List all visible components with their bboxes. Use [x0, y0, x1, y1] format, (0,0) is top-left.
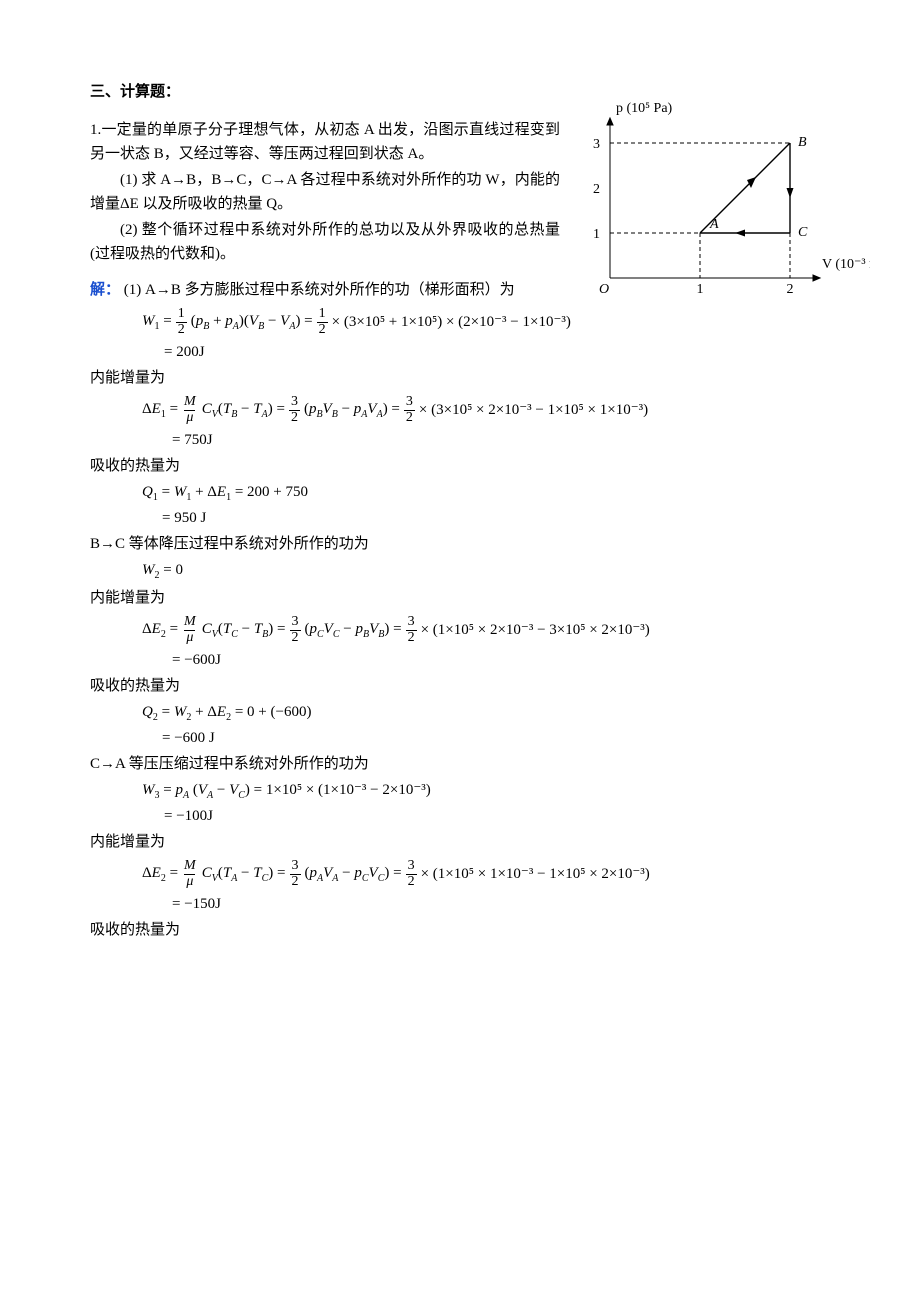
sol1-head: (1) A→B 多方膨胀过程中系统对外所作的功（梯形面积）为 — [124, 282, 515, 298]
label-q3: 吸收的热量为 — [90, 918, 830, 942]
pt-A: A — [709, 217, 719, 232]
eq-w3: W3 = pA (VA − VC) = 1×10⁵ × (1×10⁻³ − 2×… — [142, 778, 830, 828]
pt-B: B — [798, 135, 807, 150]
eq-q2: Q2 = W2 + ΔE2 = 0 + (−600) = −600 J — [142, 700, 830, 750]
de3-calc: × (1×10⁵ × 1×10⁻³ − 1×10⁵ × 2×10⁻³) — [421, 862, 650, 886]
y-axis-label: p (10⁵ Pa) — [616, 101, 673, 116]
x-axis-label: V (10⁻³ m³) — [822, 257, 870, 272]
xtick-1: 1 — [697, 282, 704, 297]
ca-head: C→A 等压压缩过程中系统对外所作的功为 — [90, 752, 830, 776]
label-q1: 吸收的热量为 — [90, 454, 830, 478]
de3-result: = −150J — [172, 892, 221, 916]
problem-q1: (1) 求 A→B，B→C，C→A 各过程中系统对外所作的功 W，内能的增量ΔE… — [90, 168, 560, 216]
problem-text: 1.一定量的单原子分子理想气体，从初态 A 出发，沿图示直线过程变到另一状态 B… — [90, 118, 560, 266]
label-q2: 吸收的热量为 — [90, 674, 830, 698]
solution-label: 解： — [90, 282, 120, 298]
w1-calc: × (3×10⁵ + 1×10⁵) × (2×10⁻³ − 1×10⁻³) — [332, 310, 571, 334]
ytick-3: 3 — [593, 137, 600, 152]
eq-de1: ΔE1 = Mμ CV(TB − TA) = 32 (pBVB − pAVA) … — [142, 392, 830, 452]
ytick-1: 1 — [593, 227, 600, 242]
de2-result: = −600J — [172, 648, 221, 672]
pv-graph: 1 2 3 1 2 A B C O p (10⁵ Pa) V (10⁻³ m³) — [570, 98, 870, 326]
w3-result: = −100J — [164, 804, 213, 828]
w1-result: = 200J — [164, 340, 205, 364]
de1-result: = 750J — [172, 428, 213, 452]
xtick-2: 2 — [787, 282, 794, 297]
ytick-2: 2 — [593, 182, 600, 197]
label-de3: 内能增量为 — [90, 830, 830, 854]
pt-C: C — [798, 225, 808, 240]
solution: 解： (1) A→B 多方膨胀过程中系统对外所作的功（梯形面积）为 W1 = 1… — [90, 278, 830, 942]
eq-de3: ΔE2 = Mμ CV(TA − TC) = 32 (pAVA − pCVC) … — [142, 856, 830, 916]
bc-head: B→C 等体降压过程中系统对外所作的功为 — [90, 532, 830, 556]
de2-calc: × (1×10⁵ × 2×10⁻³ − 3×10⁵ × 2×10⁻³) — [421, 618, 650, 642]
de1-calc: × (3×10⁵ × 2×10⁻³ − 1×10⁵ × 1×10⁻³) — [419, 398, 648, 422]
q1-result: = 950 J — [162, 506, 206, 530]
q2-result: = −600 J — [162, 726, 215, 750]
eq-q1: Q1 = W1 + ΔE1 = 200 + 750 = 950 J — [142, 480, 830, 530]
eq-de2: ΔE2 = Mμ CV(TC − TB) = 32 (pCVC − pBVB) … — [142, 612, 830, 672]
eq-w2: W2 = 0 — [142, 558, 830, 584]
problem-block: 1.一定量的单原子分子理想气体，从初态 A 出发，沿图示直线过程变到另一状态 B… — [90, 118, 830, 266]
label-de2: 内能增量为 — [90, 586, 830, 610]
problem-intro: 1.一定量的单原子分子理想气体，从初态 A 出发，沿图示直线过程变到另一状态 B… — [90, 118, 560, 166]
label-de1: 内能增量为 — [90, 366, 830, 390]
problem-q2: (2) 整个循环过程中系统对外所作的总功以及从外界吸收的总热量(过程吸热的代数和… — [90, 218, 560, 266]
pt-O: O — [599, 282, 609, 297]
